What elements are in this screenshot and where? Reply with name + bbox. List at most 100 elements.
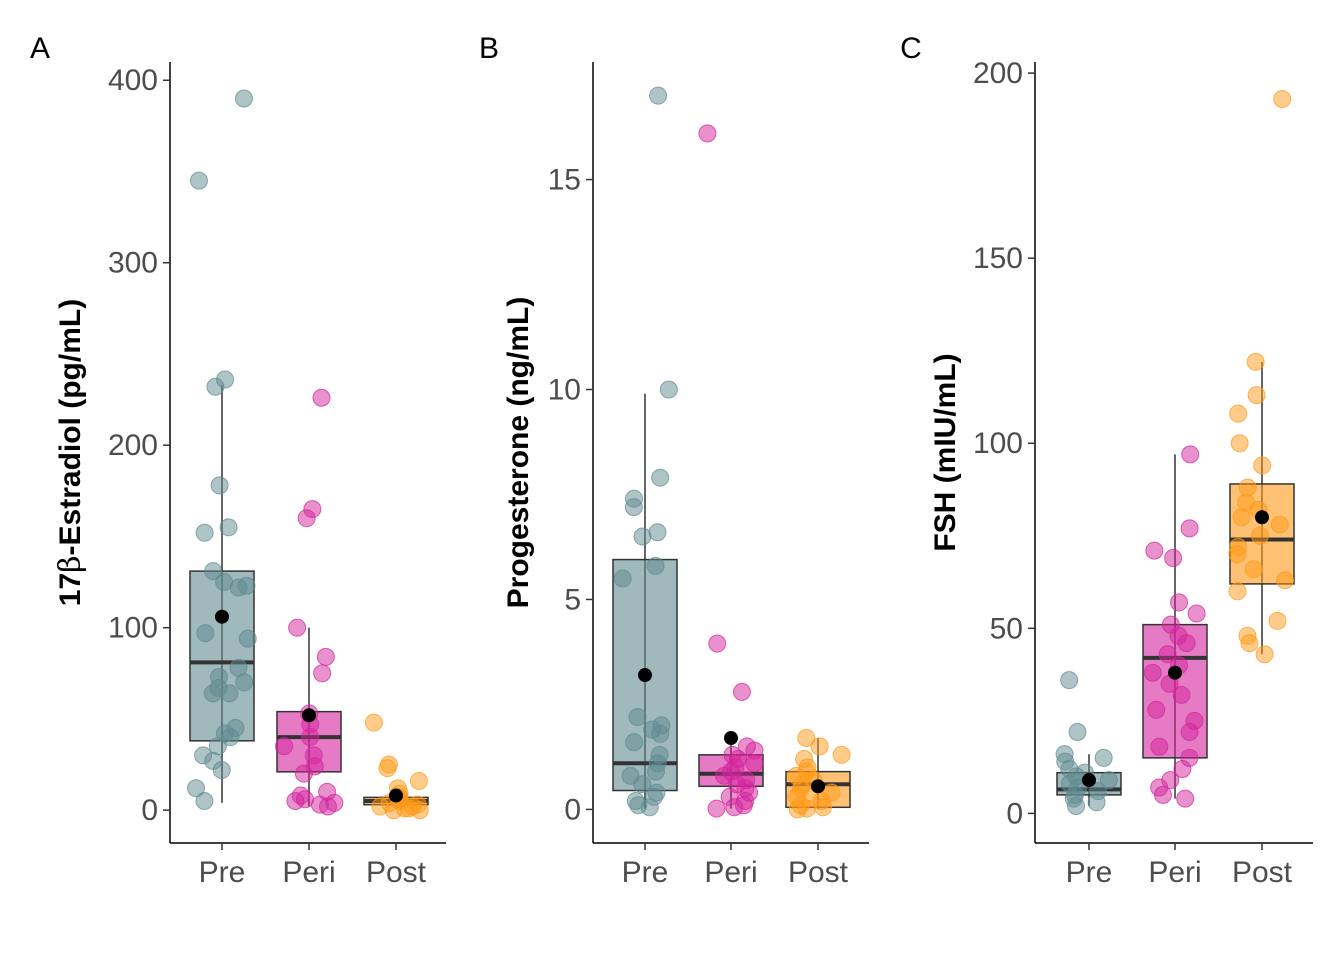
data-point: [312, 388, 331, 407]
box-post: [1228, 90, 1295, 664]
data-point: [189, 171, 208, 190]
data-point: [648, 523, 667, 542]
data-point: [1181, 445, 1200, 464]
data-point: [1229, 404, 1248, 423]
data-point: [1187, 604, 1206, 623]
data-point: [651, 724, 670, 743]
data-point: [1276, 571, 1295, 590]
x-tick-label: Pre: [622, 856, 669, 889]
y-tick-label: 150: [973, 242, 1023, 275]
data-point: [659, 380, 678, 399]
panel-b: 0 5 10 15 Pre Peri Post Progesterone (ng/mL) B: [479, 32, 869, 889]
data-point: [316, 647, 335, 666]
data-point: [633, 527, 652, 546]
data-point: [646, 762, 665, 781]
data-point: [1147, 700, 1166, 719]
x-tick-label: Peri: [704, 856, 757, 889]
panel-tag: A: [30, 32, 50, 65]
x-tick-label: Pre: [199, 856, 246, 889]
data-point: [212, 761, 231, 780]
data-point: [1087, 793, 1106, 812]
data-point: [797, 729, 816, 748]
box-post: [785, 729, 851, 819]
data-point: [203, 684, 222, 703]
data-point: [1268, 611, 1287, 630]
data-point: [1173, 759, 1192, 778]
data-point: [725, 798, 744, 817]
data-point: [288, 618, 307, 637]
y-tick-label: 5: [564, 583, 581, 616]
data-point: [206, 377, 225, 396]
data-point: [1180, 722, 1199, 741]
data-point: [715, 766, 734, 785]
data-point: [1253, 456, 1272, 475]
data-point: [364, 713, 383, 732]
data-point: [301, 728, 320, 747]
box-peri: [275, 388, 344, 816]
data-point: [1169, 593, 1188, 612]
data-point: [410, 801, 429, 820]
data-point: [646, 556, 665, 575]
x-tick-label: Post: [1232, 856, 1293, 889]
data-point: [1150, 737, 1169, 756]
y-tick-label: 400: [108, 64, 158, 97]
panel-a: 0 100 200 300 400 Pre Peri Post 17β-Estradiol (p…: [30, 32, 446, 889]
data-point: [1067, 796, 1086, 815]
data-point: [234, 89, 253, 108]
y-tick-label: 0: [141, 794, 158, 827]
y-tick-label: 100: [973, 427, 1023, 460]
y-tick-label: 0: [1006, 797, 1023, 830]
data-point: [788, 800, 807, 819]
data-point: [286, 792, 305, 811]
box-peri: [698, 124, 764, 818]
box-pre: [187, 89, 257, 811]
x-tick-label: Post: [366, 856, 427, 889]
data-point: [640, 798, 659, 817]
data-point: [1240, 634, 1259, 653]
panel-c: 0 50 100 150 200 Pre Peri Post FSH (mIU/mL) C: [900, 32, 1313, 889]
data-point: [1177, 634, 1196, 653]
data-point: [196, 624, 215, 643]
mean-point: [724, 731, 738, 746]
data-point: [1244, 560, 1263, 579]
data-point: [313, 664, 332, 683]
data-point: [813, 798, 832, 817]
data-point: [832, 745, 851, 764]
y-axis-label: FSH (mIU/mL): [929, 353, 962, 551]
panel-tag: B: [479, 32, 499, 65]
data-point: [628, 708, 647, 727]
mean-point: [638, 668, 652, 683]
mean-point: [1168, 665, 1182, 680]
data-point: [229, 578, 248, 597]
mean-point: [811, 779, 825, 794]
data-point: [221, 728, 240, 747]
data-point: [625, 733, 644, 752]
data-point: [651, 468, 670, 487]
y-axis-label: Progesterone (ng/mL): [502, 297, 535, 609]
y-tick-label: 200: [973, 57, 1023, 90]
data-point: [745, 754, 764, 773]
data-point: [1145, 541, 1164, 560]
data-point: [319, 797, 338, 816]
data-point: [708, 634, 727, 653]
data-point: [1158, 645, 1177, 664]
panel-tag: C: [900, 32, 922, 65]
y-tick-label: 0: [564, 793, 581, 826]
y-axis-label: 17β-Estradiol (pg/mL): [53, 299, 88, 606]
y-tick-label: 300: [108, 247, 158, 280]
data-point: [1180, 519, 1199, 538]
mean-point: [215, 609, 229, 624]
data-point: [275, 737, 294, 756]
data-point: [204, 562, 223, 581]
box-pre: [612, 86, 678, 817]
data-point: [1228, 545, 1247, 564]
data-point: [1232, 508, 1251, 527]
data-point: [698, 124, 717, 143]
box-post: [363, 713, 429, 820]
data-point: [649, 86, 668, 105]
data-point: [1176, 789, 1195, 808]
data-point: [297, 509, 316, 528]
data-point: [1060, 671, 1079, 690]
data-point: [378, 759, 397, 778]
